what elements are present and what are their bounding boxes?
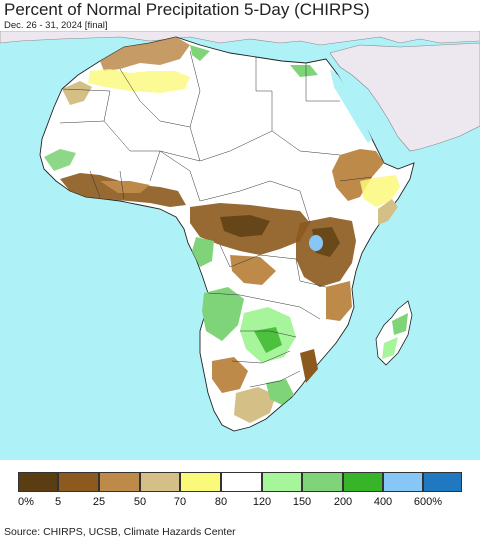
- legend-label: 0%: [18, 496, 34, 508]
- legend-label: 50: [133, 496, 147, 508]
- date-range-subtitle: Dec. 26 - 31, 2024 [final]: [4, 20, 108, 31]
- europe-landmass: [0, 31, 480, 46]
- precipitation-map: [0, 31, 480, 460]
- legend-swatch: [423, 472, 462, 492]
- country-borders: [59, 50, 373, 388]
- legend-label: 25: [92, 496, 106, 508]
- legend-swatch: [58, 472, 99, 492]
- legend-label: 150: [292, 496, 312, 508]
- legend-label: 600%: [413, 496, 443, 508]
- page-title: Percent of Normal Precipitation 5-Day (C…: [4, 0, 370, 19]
- legend-swatch: [18, 472, 58, 492]
- red-sea: [330, 69, 372, 143]
- legend-swatch: [99, 472, 140, 492]
- legend-label: 5: [54, 496, 62, 508]
- legend-label: 80: [214, 496, 228, 508]
- legend-swatch: [262, 472, 302, 492]
- legend-swatch: [302, 472, 343, 492]
- legend-swatch: [221, 472, 262, 492]
- legend-label: 400: [373, 496, 393, 508]
- legend-label: 200: [333, 496, 353, 508]
- legend-swatch: [383, 472, 423, 492]
- legend-label: 120: [252, 496, 272, 508]
- legend-swatch: [140, 472, 180, 492]
- legend: 0% 5 25 50 70 80 120 150 200 400 600%: [0, 472, 480, 512]
- legend-label: 70: [173, 496, 187, 508]
- legend-swatch: [180, 472, 221, 492]
- middle-east-landmass: [329, 42, 480, 152]
- legend-swatch: [343, 472, 383, 492]
- source-credit: Source: CHIRPS, UCSB, Climate Hazards Ce…: [4, 526, 236, 538]
